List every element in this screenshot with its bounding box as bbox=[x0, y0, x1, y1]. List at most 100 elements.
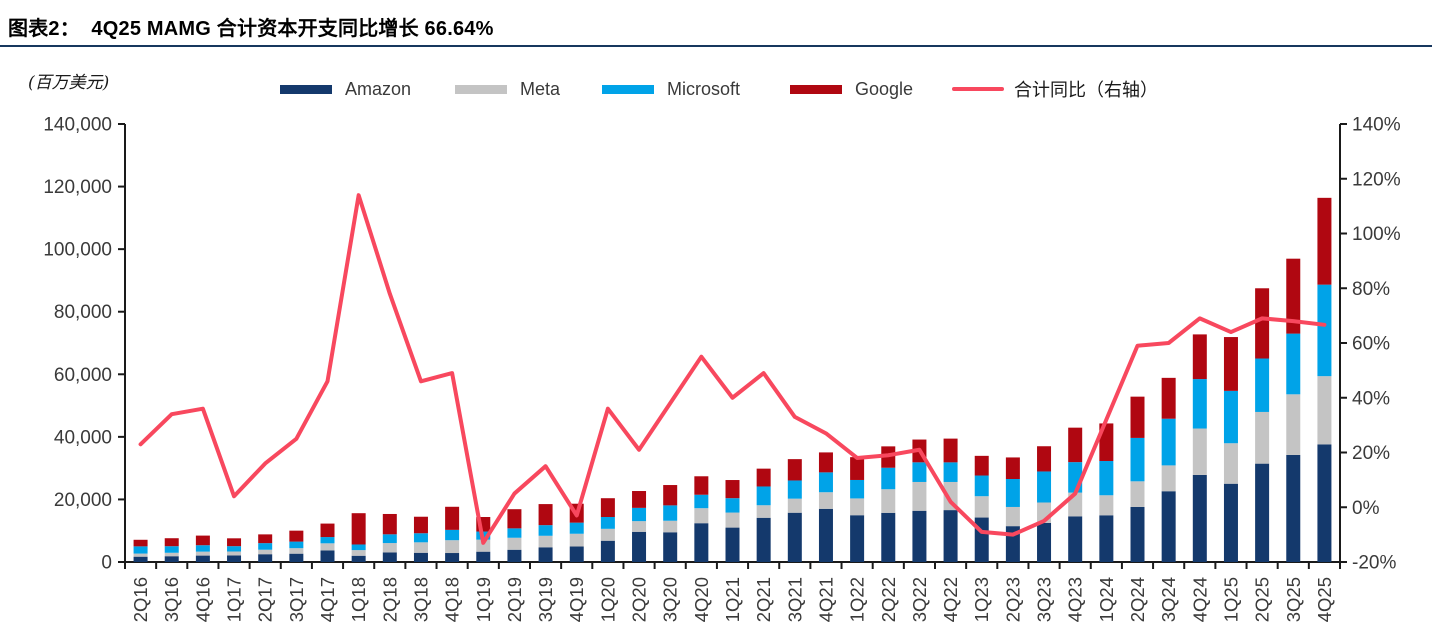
svg-text:2Q19: 2Q19 bbox=[504, 577, 525, 622]
bar-segment-amazon bbox=[1099, 515, 1114, 562]
bar-segment-meta bbox=[413, 542, 428, 553]
figure-title: 图表2： 4Q25 MAMG 合计资本开支同比增长 66.64% bbox=[8, 18, 494, 40]
svg-text:80%: 80% bbox=[1352, 279, 1390, 300]
bar-segment-microsoft bbox=[382, 534, 397, 544]
left-axis-labels: 0 20,000 40,000 60,000 80,000 100,000 120,000 1… bbox=[43, 115, 125, 574]
bar-segment-meta bbox=[258, 549, 273, 555]
bar-segment-meta bbox=[756, 505, 771, 518]
bar-segment-meta bbox=[1223, 443, 1238, 484]
svg-text:140,000: 140,000 bbox=[43, 115, 112, 136]
bar-segment-meta bbox=[476, 539, 491, 552]
svg-text:1Q22: 1Q22 bbox=[847, 577, 868, 622]
bar-segment-google bbox=[1005, 457, 1020, 479]
bar-segment-microsoft bbox=[725, 498, 740, 513]
svg-text:40,000: 40,000 bbox=[54, 427, 112, 448]
legend-item-google: Google bbox=[790, 79, 913, 99]
bar-segment-microsoft bbox=[1099, 461, 1114, 496]
bar-segment-meta bbox=[351, 550, 366, 556]
bar-segment-amazon bbox=[632, 531, 647, 562]
legend-label-meta: Meta bbox=[520, 78, 561, 99]
svg-text:2Q25: 2Q25 bbox=[1252, 577, 1273, 622]
bar-segment-amazon bbox=[881, 512, 896, 562]
bar-segment-meta bbox=[320, 543, 335, 551]
bar-segment-amazon bbox=[756, 517, 771, 562]
svg-text:4Q24: 4Q24 bbox=[1189, 577, 1210, 622]
bar-segment-meta bbox=[1005, 506, 1020, 527]
svg-text:1Q18: 1Q18 bbox=[348, 577, 369, 622]
bar-segment-microsoft bbox=[1223, 390, 1238, 444]
x-axis-labels: 2Q16 3Q16 4Q16 1Q17 2Q17 3Q17 4Q17 1Q18 2Q18 3Q18… bbox=[130, 577, 1335, 622]
legend-label-yoy: 合计同比（右轴） bbox=[1014, 80, 1158, 101]
svg-text:100,000: 100,000 bbox=[43, 240, 112, 261]
bar-segment-microsoft bbox=[881, 467, 896, 490]
bar-segment-microsoft bbox=[445, 529, 460, 541]
svg-text:2Q20: 2Q20 bbox=[629, 577, 650, 622]
bar-segment-meta bbox=[569, 533, 584, 547]
bar-segment-meta bbox=[600, 528, 615, 541]
bar-segment-microsoft bbox=[320, 537, 335, 544]
bar-segment-amazon bbox=[133, 556, 148, 562]
svg-text:1Q25: 1Q25 bbox=[1220, 577, 1241, 622]
svg-text:1Q23: 1Q23 bbox=[971, 577, 992, 622]
bar-segment-meta bbox=[881, 489, 896, 513]
bar-segment-meta bbox=[289, 548, 304, 554]
bar-segment-meta bbox=[227, 551, 242, 556]
bar-segment-google bbox=[164, 538, 179, 547]
bar-segment-meta bbox=[1161, 465, 1176, 492]
bar-segment-google bbox=[663, 485, 678, 506]
bar-segment-amazon bbox=[1223, 483, 1238, 562]
legend-item-microsoft: Microsoft bbox=[602, 79, 740, 99]
bar-segment-meta bbox=[445, 540, 460, 554]
svg-text:1Q21: 1Q21 bbox=[722, 577, 743, 622]
bar-segment-amazon bbox=[1317, 444, 1332, 562]
bar-segment-google bbox=[850, 457, 865, 480]
bar-segment-amazon bbox=[164, 556, 179, 562]
bar-segment-amazon bbox=[1161, 491, 1176, 562]
bar-segment-google bbox=[445, 506, 460, 530]
bar-segment-microsoft bbox=[164, 546, 179, 553]
svg-text:80,000: 80,000 bbox=[54, 302, 112, 323]
bar-segment-amazon bbox=[320, 550, 335, 562]
svg-text:3Q18: 3Q18 bbox=[410, 577, 431, 622]
svg-text:3Q23: 3Q23 bbox=[1034, 577, 1055, 622]
bar-segment-microsoft bbox=[1037, 471, 1052, 503]
bar-segment-amazon bbox=[694, 523, 709, 562]
bar-segment-microsoft bbox=[850, 479, 865, 499]
svg-text:4Q16: 4Q16 bbox=[192, 577, 213, 622]
bar-segment-amazon bbox=[289, 553, 304, 562]
svg-text:3Q22: 3Q22 bbox=[909, 577, 930, 622]
yoy-line bbox=[138, 193, 1327, 545]
svg-text:4Q21: 4Q21 bbox=[815, 577, 836, 622]
microsoft-swatch-icon bbox=[602, 84, 654, 94]
bar-segment-google bbox=[787, 459, 802, 481]
bar-segment-microsoft bbox=[195, 545, 210, 552]
bar-segment-microsoft bbox=[943, 462, 958, 482]
bar-segment-google bbox=[258, 534, 273, 544]
bar-segment-microsoft bbox=[227, 546, 242, 552]
bar-segment-meta bbox=[974, 496, 989, 518]
bar-segment-google bbox=[382, 513, 397, 535]
svg-text:1Q20: 1Q20 bbox=[597, 577, 618, 622]
bar-segment-microsoft bbox=[663, 505, 678, 521]
bar-segment-microsoft bbox=[133, 546, 148, 554]
bar-segment-microsoft bbox=[818, 472, 833, 493]
bar-segment-microsoft bbox=[1286, 333, 1301, 395]
bar-segment-google bbox=[632, 491, 647, 508]
svg-text:60%: 60% bbox=[1352, 334, 1390, 355]
bar-segment-meta bbox=[382, 543, 397, 553]
bar-segment-meta bbox=[133, 553, 148, 557]
svg-text:3Q25: 3Q25 bbox=[1283, 577, 1304, 622]
bar-segment-google bbox=[1317, 197, 1332, 285]
svg-text:2Q24: 2Q24 bbox=[1127, 577, 1148, 622]
bar-segment-meta bbox=[1255, 411, 1270, 464]
bar-segment-google bbox=[227, 538, 242, 547]
capex-bars bbox=[133, 197, 1332, 562]
bar-segment-amazon bbox=[476, 551, 491, 562]
bar-segment-google bbox=[943, 438, 958, 463]
bar-segment-google bbox=[1223, 337, 1238, 391]
bar-segment-google bbox=[351, 513, 366, 545]
svg-text:20%: 20% bbox=[1352, 443, 1390, 464]
bar-segment-google bbox=[818, 452, 833, 473]
legend-label-google: Google bbox=[855, 78, 914, 99]
bar-segment-microsoft bbox=[756, 486, 771, 506]
